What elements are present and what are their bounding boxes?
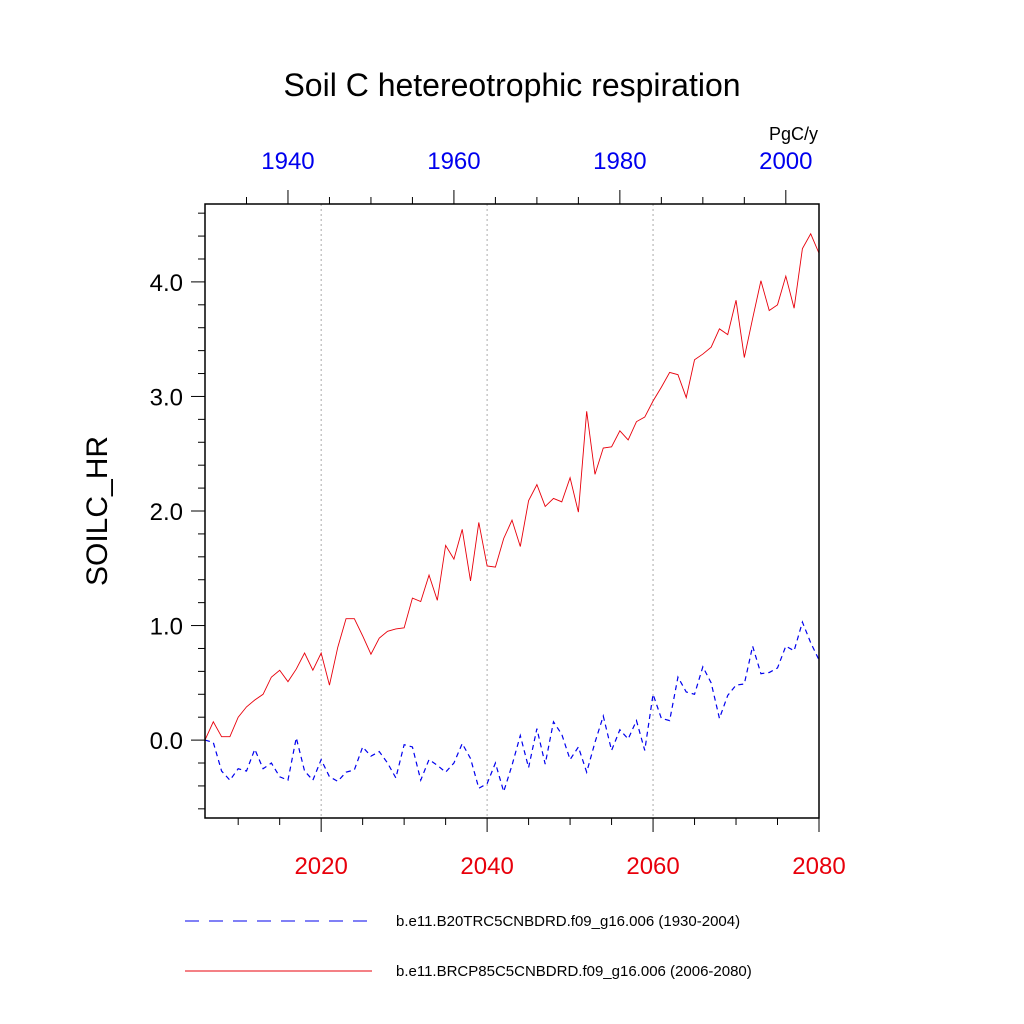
y-tick-label: 3.0 (150, 384, 183, 411)
x-tick-label-top: 2000 (759, 148, 812, 175)
axes: 2020 2040 2060 2080 1940 1960 1980 2000 0.0 1.0 2.… (150, 148, 846, 880)
y-tick-label: 0.0 (150, 728, 183, 755)
y-tick-label: 1.0 (150, 614, 183, 641)
x-tick-label-top: 1980 (593, 148, 646, 175)
chart-title: Soil C hetereotrophic respiration (283, 67, 740, 103)
x-tick-label-bottom: 2060 (626, 853, 679, 880)
plot-frame (204, 203, 820, 819)
x-tick-label-bottom: 2040 (460, 853, 513, 880)
y-tick-label: 4.0 (150, 270, 183, 297)
grid-lines (320, 204, 654, 818)
series-line-historical (204, 620, 820, 794)
y-axis-label: SOILC_HR (81, 436, 114, 586)
y-tick-label: 2.0 (150, 499, 183, 526)
legend: b.e11.B20TRC5CNBDRD.f09_g16.006 (1930-20… (185, 913, 752, 980)
series-layer (204, 232, 820, 794)
x-tick-label-top: 1960 (427, 148, 480, 175)
x-tick-label-bottom: 2080 (792, 853, 845, 880)
units-label: PgC/y (769, 124, 818, 144)
x-tick-label-top: 1940 (261, 148, 314, 175)
series-line-rcp85 (204, 232, 820, 741)
legend-label-rcp85: b.e11.BRCP85C5CNBDRD.f09_g16.006 (2006-2… (396, 963, 752, 980)
legend-label-historical: b.e11.B20TRC5CNBDRD.f09_g16.006 (1930-20… (396, 913, 740, 930)
x-tick-label-bottom: 2020 (294, 853, 347, 880)
